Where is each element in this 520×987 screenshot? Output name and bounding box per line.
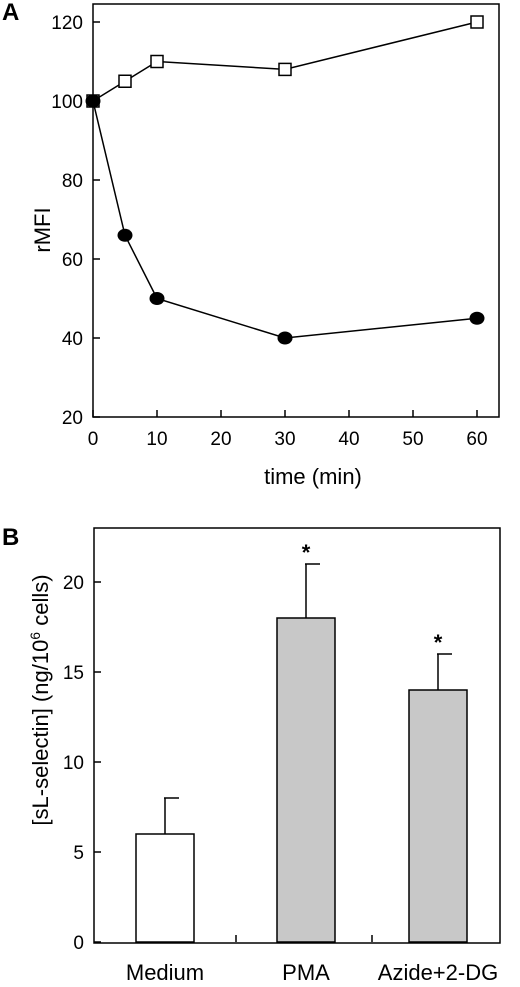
a-x-tick-label: 0 xyxy=(88,429,99,450)
panel-b-x-ticks xyxy=(235,935,373,942)
a-point-open-square xyxy=(118,74,132,88)
b-y-tick-label: 0 xyxy=(73,933,84,954)
a-y-tick-label: 20 xyxy=(62,408,83,429)
a-point-filled-circle xyxy=(469,311,485,325)
panel-b-category-labels: Medium PMA Azide+2-DG xyxy=(126,960,498,985)
a-y-tick-label: 80 xyxy=(62,171,83,192)
b-significance-asterisk: * xyxy=(302,540,311,565)
a-x-tick-label: 50 xyxy=(402,429,423,450)
panel-a-letter: A xyxy=(2,0,19,26)
panel-a-x-ticks: 0 10 20 30 40 50 60 xyxy=(88,410,488,450)
a-point-filled-circle xyxy=(85,94,101,108)
a-point-filled-circle xyxy=(117,228,133,242)
a-y-tick-label: 60 xyxy=(62,250,83,271)
a-point-open-square xyxy=(150,54,164,69)
a-x-tick-label: 20 xyxy=(210,429,231,450)
panel-b-letter: B xyxy=(2,524,19,551)
b-category-label: PMA xyxy=(282,960,330,985)
panel-b-plot-frame xyxy=(93,527,501,944)
panel-a-y-axis-label: rMFI xyxy=(30,207,55,252)
b-bar-pma xyxy=(276,617,336,943)
a-y-tick-label: 40 xyxy=(62,329,83,350)
a-point-filled-circle xyxy=(277,331,293,345)
b-significance-asterisk: * xyxy=(434,630,443,655)
panel-b-y-axis-label-exponent: 6 xyxy=(27,632,43,640)
b-bar-medium xyxy=(135,833,195,943)
panel-b-y-axis-label-unit: cells) xyxy=(28,574,53,631)
panel-b-error-bars xyxy=(164,563,452,834)
panel-b-y-axis-label-main: [sL-selectin] (ng/10 xyxy=(28,640,53,826)
a-point-open-square xyxy=(278,62,292,77)
b-category-label: Azide+2-DG xyxy=(378,960,498,985)
panel-a-plot-frame xyxy=(92,3,500,418)
b-y-tick-label: 15 xyxy=(63,663,84,684)
panel-b-y-ticks: 0 5 10 15 20 xyxy=(63,573,101,954)
panel-a-x-axis-label: time (min) xyxy=(264,464,362,489)
a-x-tick-label: 40 xyxy=(338,429,359,450)
a-x-tick-label: 10 xyxy=(146,429,167,450)
a-y-tick-label: 100 xyxy=(51,92,83,113)
a-x-tick-label: 60 xyxy=(466,429,487,450)
b-y-tick-label: 5 xyxy=(73,843,84,864)
panel-b-y-axis-label: [sL-selectin] (ng/106 cells) xyxy=(27,574,53,825)
panel-a-line-chart: A 20 40 60 80 100 120 0 10 20 30 40 50 60 rMFI time… xyxy=(2,0,500,489)
a-series-line-filled-circle xyxy=(92,100,478,339)
b-y-tick-label: 20 xyxy=(63,573,84,594)
b-bar-azide-2-dg xyxy=(408,689,468,943)
panel-b-significance-marks: ** xyxy=(302,540,443,655)
b-category-label: Medium xyxy=(126,960,204,985)
a-point-filled-circle xyxy=(149,292,165,305)
panel-b-bars xyxy=(135,617,468,943)
panel-a-markers xyxy=(85,15,485,345)
a-y-tick-label: 120 xyxy=(51,13,83,34)
b-y-tick-label: 10 xyxy=(63,753,84,774)
a-point-open-square xyxy=(470,15,484,29)
a-x-tick-label: 30 xyxy=(274,429,295,450)
